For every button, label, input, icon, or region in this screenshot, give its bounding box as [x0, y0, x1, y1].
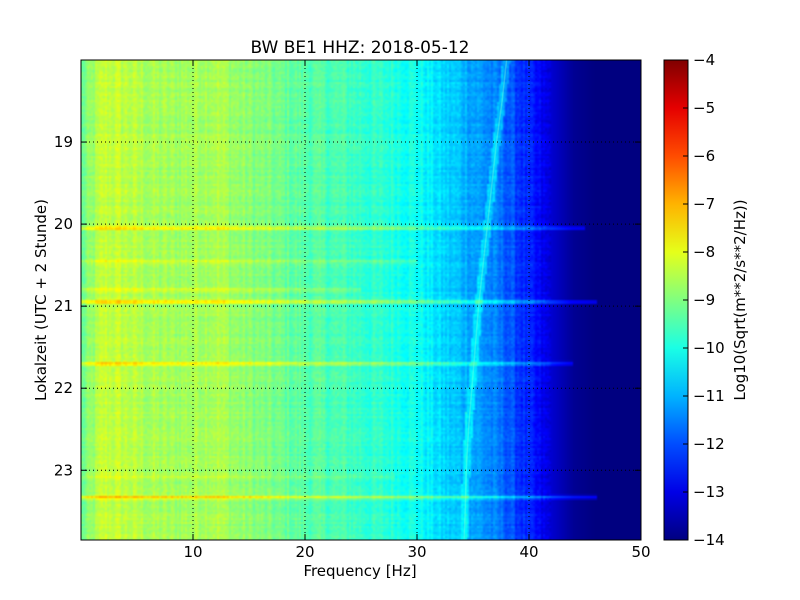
chart-title: BW BE1 HHZ: 2018-05-12	[250, 38, 469, 58]
colorbar-tick-label: −4	[693, 51, 715, 69]
colorbar-tick-label: −10	[693, 339, 725, 357]
colorbar-tick-label: −8	[693, 243, 715, 261]
colorbar-tick-label: −9	[693, 291, 715, 309]
x-axis-label: Frequency [Hz]	[303, 562, 416, 580]
y-tick-label: 23	[54, 461, 73, 479]
y-axis-label: Lokalzeit (UTC + 2 Stunde)	[32, 199, 50, 401]
colorbar-tick-label: −11	[693, 387, 725, 405]
colorbar-tick-label: −13	[693, 483, 725, 501]
colorbar-tick-label: −14	[693, 531, 725, 549]
x-tick-label: 10	[183, 543, 202, 561]
x-tick-label: 20	[295, 543, 314, 561]
spectrogram-heatmap	[81, 60, 641, 540]
x-tick-label: 50	[631, 543, 650, 561]
y-tick-label: 22	[54, 379, 73, 397]
colorbar-tick-label: −12	[693, 435, 725, 453]
colorbar-tick-label: −7	[693, 195, 715, 213]
colorbar-tick-label: −5	[693, 99, 715, 117]
colorbar-label: Log10(Sqrt(m**2/s**2/Hz))	[731, 199, 749, 400]
plot-frame	[80, 59, 642, 541]
drifting-line	[463, 59, 508, 541]
y-tick-label: 20	[54, 215, 73, 233]
y-tick-label: 21	[54, 297, 73, 315]
colorbar-tick-label: −6	[693, 147, 715, 165]
x-tick-label: 40	[519, 543, 538, 561]
spectrogram-plot-area: 10 20 30 40 50 19 20 21 22 23	[54, 59, 651, 561]
colorbar: −4 −5 −6 −7 −8 −9 −10 −11 −12 −13 −14	[663, 51, 725, 549]
colorbar-ticks: −4 −5 −6 −7 −8 −9 −10 −11 −12 −13 −14	[683, 51, 725, 549]
drifting-line-path	[463, 59, 508, 541]
x-tick-label: 30	[407, 543, 426, 561]
x-axis: 10 20 30 40 50	[183, 60, 651, 561]
grid-lines	[81, 60, 641, 540]
y-axis: 19 20 21 22 23	[54, 133, 641, 479]
y-tick-label: 19	[54, 133, 73, 151]
